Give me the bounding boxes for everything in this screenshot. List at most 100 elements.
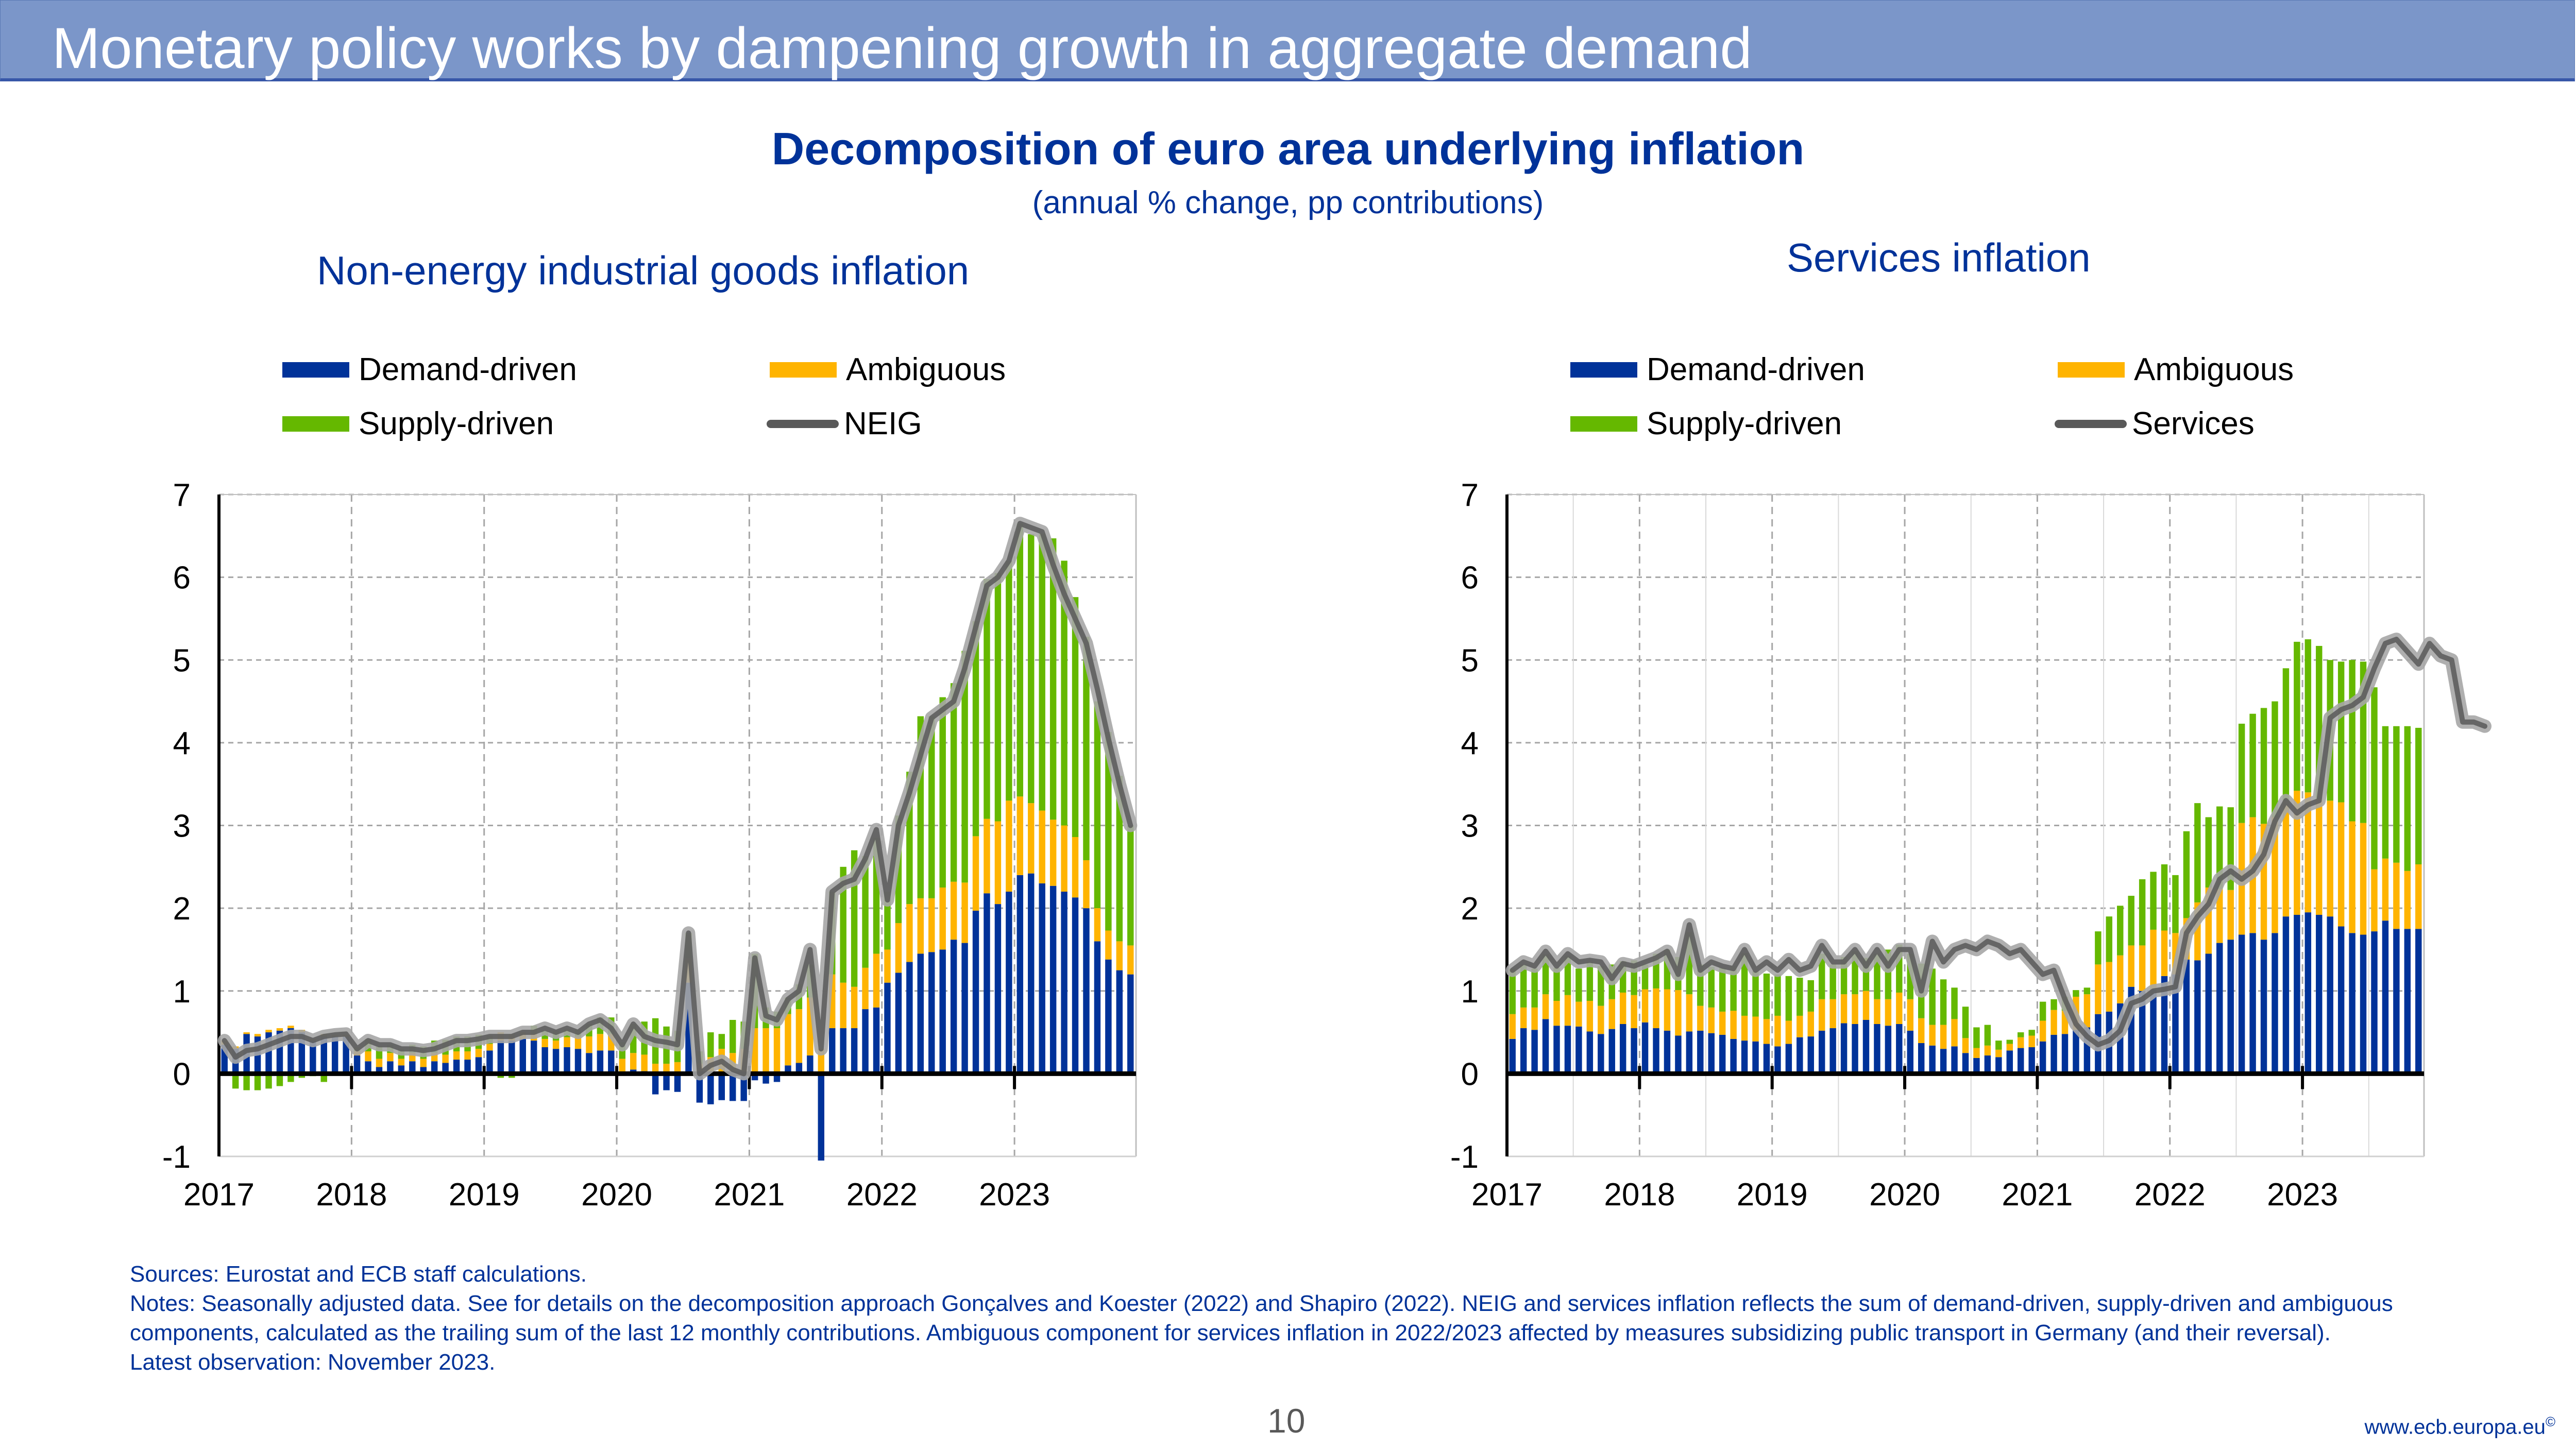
bar-demand-driven [2393, 929, 2400, 1074]
bar-ambiguous [265, 1030, 272, 1033]
bar-demand-driven [851, 1028, 858, 1074]
bar-supply-driven [939, 697, 946, 888]
bar-supply-driven [2161, 864, 2168, 931]
bar-demand-driven [1520, 1028, 1527, 1074]
bar-demand-driven [2294, 914, 2300, 1074]
bar-demand-driven [1730, 1038, 1737, 1074]
bar-demand-driven [1105, 959, 1112, 1074]
bar-supply-driven [1509, 968, 1516, 1014]
bar-supply-driven [1553, 967, 1560, 1001]
bar-demand-driven [310, 1041, 316, 1074]
legend-ambiguous-right: Ambiguous [2058, 351, 2294, 388]
bar-ambiguous [2382, 858, 2389, 921]
bar-demand-driven [1907, 1030, 1913, 1074]
bar-ambiguous [287, 1026, 294, 1029]
line-services [1510, 637, 2487, 1048]
legend-label: Ambiguous [2134, 352, 2294, 387]
legend-swatch-supply [1570, 416, 1637, 432]
bar-demand-driven [873, 1007, 880, 1074]
bar-ambiguous [2404, 871, 2411, 929]
legend-label: Ambiguous [846, 352, 1006, 387]
bar-ambiguous [2006, 1044, 2013, 1051]
bar-demand-driven [1575, 1026, 1582, 1074]
legend-swatch-demand [1570, 362, 1637, 378]
bar-ambiguous [2161, 930, 2168, 976]
bar-ambiguous [552, 1041, 560, 1049]
bar-demand-driven [1127, 974, 1134, 1074]
bar-supply-driven [1829, 964, 1836, 999]
y-tick-label: 6 [1461, 560, 1479, 596]
bar-ambiguous [2216, 889, 2223, 943]
bar-supply-driven [2095, 931, 2102, 965]
y-tick-label: 4 [173, 726, 191, 761]
bar-supply-driven [1049, 538, 1057, 820]
bar-supply-driven [276, 1073, 283, 1086]
bar-demand-driven [762, 1073, 769, 1084]
bar-ambiguous [1862, 991, 1870, 1020]
bar-ambiguous [851, 986, 858, 1029]
bar-demand-driven [1049, 885, 1057, 1074]
bar-ambiguous [1807, 1011, 1814, 1037]
bar-demand-driven [552, 1049, 560, 1074]
bar-ambiguous [762, 1028, 769, 1074]
y-tick-label: 0 [1461, 1056, 1479, 1092]
bar-ambiguous [1072, 837, 1079, 898]
legend-label: Demand-driven [359, 352, 577, 387]
bar-demand-driven [2172, 974, 2179, 1074]
bar-demand-driven [409, 1061, 416, 1074]
bar-demand-driven [1940, 1049, 1947, 1074]
bar-ambiguous [1984, 1045, 1991, 1056]
bar-demand-driven [1984, 1055, 1991, 1074]
bar-ambiguous [1719, 1011, 1726, 1035]
bar-supply-driven [1641, 964, 1649, 990]
bar-demand-driven [1797, 1037, 1803, 1074]
bar-ambiguous [862, 967, 869, 1010]
bar-supply-driven [2205, 817, 2212, 888]
bar-ambiguous [1105, 930, 1112, 960]
bar-ambiguous [586, 1036, 592, 1053]
bar-ambiguous [994, 821, 1002, 905]
y-tick-label: 7 [1461, 478, 1479, 513]
bar-supply-driven [1797, 978, 1803, 1016]
bar-supply-driven [1951, 987, 1958, 1019]
bar-demand-driven [387, 1061, 394, 1074]
chart-panel-neig: 2017 2018 2019 2020 2021 2022 2023 7 6 5 4 3 2 1 0 -1 [162, 478, 1138, 1213]
y-tick-label: 2 [173, 891, 191, 927]
bar-ambiguous [917, 898, 924, 954]
bar-supply-driven [2304, 639, 2312, 793]
bar-demand-driven [1094, 941, 1101, 1074]
y-tick-label: 2 [1461, 891, 1479, 927]
bar-supply-driven [2382, 726, 2389, 859]
legend-swatch-ambiguous [770, 362, 837, 378]
bar-supply-driven [1586, 962, 1594, 1001]
bar-demand-driven [1763, 1044, 1770, 1074]
x-tick-label: 2022 [2134, 1177, 2206, 1213]
bar-ambiguous [398, 1059, 405, 1066]
bar-supply-driven [1774, 974, 1781, 1016]
bar-demand-driven [365, 1061, 371, 1074]
bar-supply-driven [2083, 987, 2091, 995]
bar-demand-driven [928, 952, 935, 1074]
bar-supply-driven [2260, 708, 2267, 824]
bar-ambiguous [564, 1037, 570, 1047]
bar-ambiguous [1973, 1048, 1980, 1058]
x-tick-label: 2021 [2002, 1177, 2073, 1213]
website-link[interactable]: www.ecb.europa.eu© [2365, 1414, 2556, 1439]
right-panel-title: Services inflation [1787, 235, 2091, 280]
bar-demand-driven [862, 1009, 869, 1074]
bar-ambiguous [2415, 864, 2422, 929]
bar-supply-driven [994, 573, 1002, 822]
bar-ambiguous [1885, 999, 1892, 1026]
bar-demand-driven [2327, 916, 2333, 1074]
bar-ambiguous [2304, 792, 2312, 913]
bar-demand-driven [1807, 1036, 1814, 1074]
bar-supply-driven [2294, 641, 2300, 791]
bar-supply-driven [1708, 967, 1715, 1008]
bar-ambiguous [630, 1053, 637, 1070]
bar-demand-driven [1542, 1019, 1549, 1074]
bar-demand-driven [2404, 929, 2411, 1074]
bar-ambiguous [641, 1054, 648, 1071]
bar-demand-driven [464, 1060, 471, 1074]
bar-ambiguous [243, 1032, 250, 1034]
x-tick-label: 2020 [581, 1177, 652, 1213]
